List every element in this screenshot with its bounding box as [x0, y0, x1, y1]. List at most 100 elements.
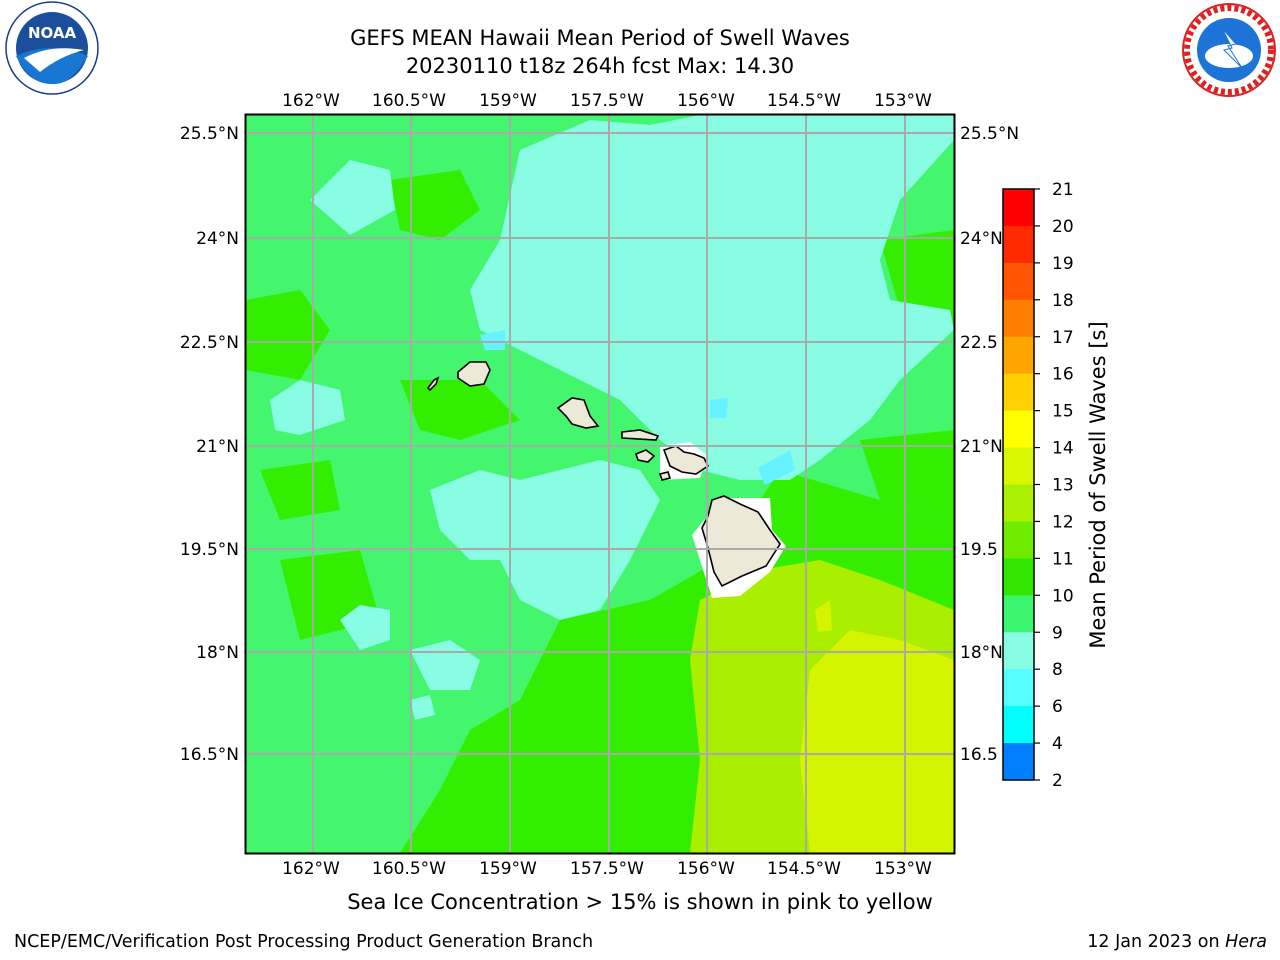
lon-tick-top: 154.5°W	[767, 91, 841, 111]
lat-tick-left: 19.5°N	[180, 540, 239, 560]
period-11-patch	[390, 170, 480, 240]
lon-tick-bottom: 153°W	[874, 859, 932, 879]
colorbar-segment	[1003, 410, 1034, 449]
colorbar-tick-label: 13	[1052, 476, 1074, 496]
lat-tick-right: 16.5	[960, 745, 998, 765]
lat-tick-left: 18°N	[196, 643, 239, 663]
colorbar-tick-label: 6	[1052, 697, 1063, 717]
period-8-patch	[758, 450, 795, 485]
lat-tick-left: 22.5°N	[180, 333, 239, 353]
period-11-patch	[260, 460, 340, 520]
lat-tick-right: 19.5	[960, 540, 998, 560]
period-11-patch	[400, 380, 520, 440]
period-11-patch	[860, 430, 954, 520]
footer-host: Hera	[1225, 932, 1267, 952]
period-14-region	[815, 600, 832, 632]
period-9-region	[470, 115, 954, 480]
colorbar-segment	[1003, 706, 1034, 744]
lat-tick-right: 24°N	[960, 229, 1003, 249]
graticule	[246, 115, 954, 853]
colorbar-segment	[1003, 521, 1034, 559]
island-outlines	[426, 361, 781, 588]
island-hawaii	[701, 495, 781, 588]
colorbar-segment	[1003, 632, 1034, 670]
lat-tick-right: 18°N	[960, 643, 1003, 663]
period-11-patch	[880, 230, 954, 330]
lat-tick-right: 22.5	[960, 333, 998, 353]
colorbar-tick-label: 11	[1052, 549, 1074, 569]
footer-date: 12 Jan 2023 on Hera	[1087, 932, 1267, 952]
colorbar-tick-label: 20	[1052, 217, 1074, 237]
lat-tick-right: 21°N	[960, 437, 1003, 457]
lon-tick-top: 162°W	[282, 91, 340, 111]
period-8-patch	[710, 398, 728, 418]
lon-tick-bottom: 157.5°W	[570, 859, 644, 879]
colorbar-segment	[1003, 484, 1034, 522]
period-8-patch	[480, 330, 505, 350]
nws-logo-icon	[1182, 3, 1276, 97]
lat-tick-left: 21°N	[196, 437, 239, 457]
colorbar-tick-label: 10	[1052, 586, 1074, 606]
period-9-region	[410, 695, 435, 720]
swell-period-field	[246, 115, 954, 853]
sea-ice-note: Sea Ice Concentration > 15% is shown in …	[347, 890, 933, 914]
colorbar-segment	[1003, 189, 1034, 227]
island-kauai	[457, 361, 491, 387]
colorbar-tick-label: 17	[1052, 328, 1074, 348]
lon-tick-top: 160.5°W	[372, 91, 446, 111]
colorbar-segment	[1003, 743, 1034, 781]
colorbar-tick-label: 2	[1052, 771, 1063, 791]
lat-tick-right: 25.5°N	[960, 124, 1019, 144]
lon-tick-top: 153°W	[874, 91, 932, 111]
island-niihau	[426, 376, 440, 392]
lon-tick-top: 156°W	[677, 91, 735, 111]
lon-tick-top: 159°W	[479, 91, 537, 111]
lat-tick-left: 16.5°N	[180, 745, 239, 765]
period-11-patch	[246, 290, 330, 380]
colorbar-tick-label: 8	[1052, 660, 1063, 680]
noaa-logo-text: NOAA	[28, 24, 77, 42]
colorbar-tick-label: 14	[1052, 439, 1074, 459]
colorbar: 21 20 19 18 17 16 15 14 13 12 11 10 9 8 6 4 2	[1002, 180, 1074, 791]
period-9-region	[270, 380, 345, 435]
colorbar-label: Mean Period of Swell Waves [s]	[1086, 321, 1110, 649]
island-lanai	[635, 449, 656, 463]
period-9-region	[310, 160, 395, 235]
colorbar-segment	[1003, 669, 1034, 707]
lat-tick-left: 25.5°N	[180, 124, 239, 144]
colorbar-segment	[1003, 595, 1034, 633]
colorbar-segment	[1003, 299, 1034, 338]
footer-credit: NCEP/EMC/Verification Post Processing Pr…	[14, 932, 594, 952]
colorbar-tick-label: 16	[1052, 365, 1074, 385]
colorbar-tick-label: 15	[1052, 402, 1074, 422]
chart-title: GEFS MEAN Hawaii Mean Period of Swell Wa…	[350, 26, 850, 50]
colorbar-tick-label: 21	[1052, 180, 1074, 200]
lon-tick-bottom: 156°W	[677, 859, 735, 879]
colorbar-tick-label: 12	[1052, 512, 1074, 532]
lon-tick-top: 157.5°W	[570, 91, 644, 111]
lon-tick-bottom: 154.5°W	[767, 859, 841, 879]
colorbar-segment	[1003, 373, 1034, 412]
colorbar-tick-label: 18	[1052, 291, 1074, 311]
lon-tick-bottom: 162°W	[282, 859, 340, 879]
lon-tick-bottom: 160.5°W	[372, 859, 446, 879]
colorbar-tick-label: 4	[1052, 734, 1063, 754]
colorbar-tick-label: 9	[1052, 623, 1063, 643]
period-9-region	[430, 460, 660, 620]
colorbar-tick-label: 19	[1052, 254, 1074, 274]
noaa-logo-icon: NOAA	[5, 1, 99, 95]
colorbar-segment	[1003, 558, 1034, 596]
period-9-region	[340, 605, 390, 650]
island-molokai	[621, 429, 660, 441]
period-14-region	[800, 630, 954, 853]
colorbar-segment	[1003, 262, 1034, 301]
lon-tick-bottom: 159°W	[479, 859, 537, 879]
lat-tick-left: 24°N	[196, 229, 239, 249]
chart-subtitle: 20230110 t18z 264h fcst Max: 14.30	[405, 54, 795, 78]
colorbar-segment	[1003, 447, 1034, 485]
island-oahu	[556, 397, 600, 429]
colorbar-segment	[1003, 336, 1034, 375]
colorbar-segment	[1003, 225, 1034, 264]
island-kahoolawe	[658, 471, 672, 481]
